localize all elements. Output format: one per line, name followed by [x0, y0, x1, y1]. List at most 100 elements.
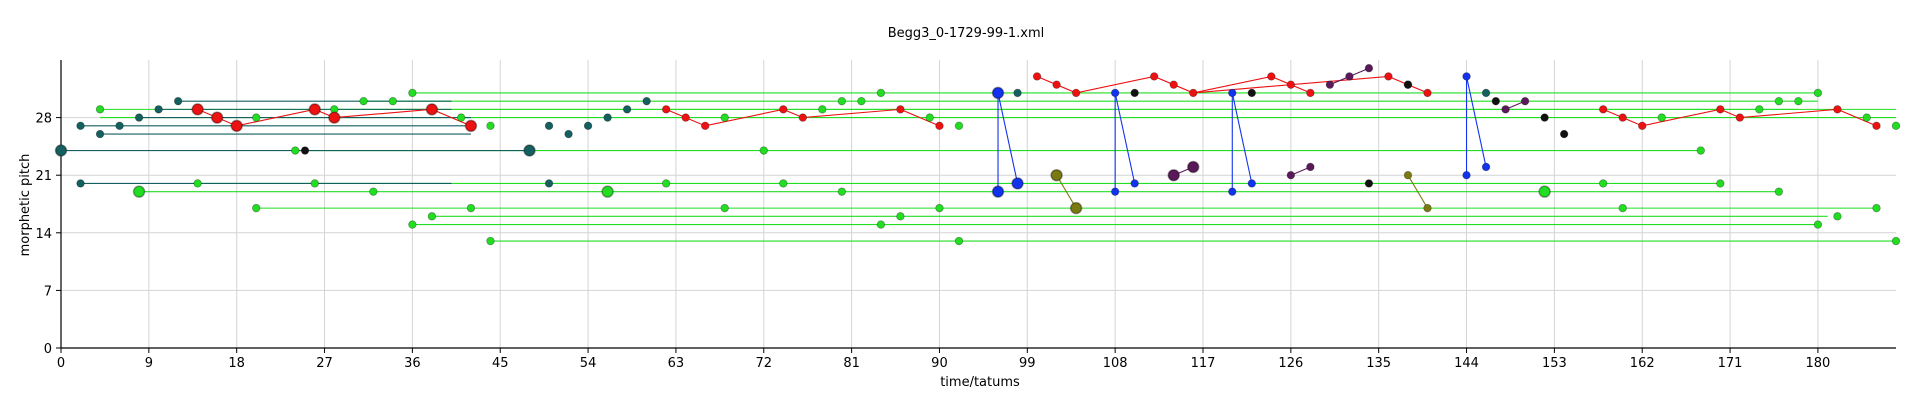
teal-point	[95, 129, 105, 139]
green-point	[759, 146, 768, 155]
red-point	[191, 103, 204, 116]
green-point	[837, 187, 847, 196]
y-tick-label: 28	[35, 112, 52, 127]
olive-series-line	[1407, 174, 1428, 209]
y-tick-label: 7	[44, 284, 52, 299]
purple-point	[1325, 80, 1335, 89]
teal-point	[76, 121, 85, 131]
y-tick-label: 0	[44, 342, 52, 357]
x-tick-label: 117	[1191, 356, 1216, 371]
green-point	[193, 179, 202, 188]
green-point	[720, 203, 729, 213]
green-point	[779, 179, 788, 188]
green-point	[486, 236, 495, 246]
green-point	[896, 212, 905, 221]
blue-series-line	[1114, 92, 1136, 184]
green-point	[925, 113, 934, 122]
green-point	[1862, 113, 1871, 122]
teal-point	[1481, 88, 1491, 98]
green-point	[1774, 96, 1784, 106]
x-tick-label: 180	[1806, 356, 1831, 371]
purple-point	[1345, 72, 1354, 81]
x-tick-label: 90	[931, 356, 948, 371]
x-tick-label: 9	[145, 356, 153, 371]
x-tick-label: 135	[1366, 356, 1391, 371]
black-point	[1247, 88, 1256, 98]
purple-point	[1501, 105, 1510, 114]
green-point	[1891, 236, 1901, 246]
green-point	[388, 96, 398, 106]
red-point	[1598, 105, 1608, 114]
blue-point	[1462, 170, 1471, 180]
purple-point	[1167, 168, 1180, 182]
x-tick-label: 63	[668, 356, 685, 371]
red-point	[1716, 105, 1725, 114]
green-point	[954, 236, 964, 246]
green-point	[1891, 121, 1901, 131]
green-point	[876, 88, 886, 98]
x-tick-label: 36	[404, 356, 421, 371]
green-point	[132, 185, 146, 198]
teal-point	[1013, 88, 1022, 98]
red-point	[661, 105, 671, 114]
green-point	[408, 88, 417, 98]
teal-point	[523, 144, 536, 157]
red-point	[308, 103, 322, 116]
green-point	[1716, 179, 1725, 188]
purple-point	[1364, 64, 1374, 73]
olive-point	[1403, 170, 1413, 180]
green-point	[1538, 185, 1551, 198]
red-point	[1071, 88, 1081, 98]
x-tick-label: 162	[1630, 356, 1655, 371]
axis-layer: 0 9 18 27 36 45 54 63 72 81 90 99 108 117 126 135 144 153…	[35, 60, 1896, 371]
green-point	[1774, 187, 1784, 196]
red-point	[935, 121, 944, 131]
purple-point	[1306, 162, 1315, 172]
green-point	[857, 96, 866, 106]
x-tick-label: 27	[316, 356, 333, 371]
teal-point	[642, 96, 651, 106]
x-tick-label: 81	[843, 356, 860, 371]
olive-point	[1423, 203, 1432, 213]
green-point	[1657, 113, 1666, 122]
blue-series-line	[997, 92, 1019, 184]
green-point	[291, 146, 300, 155]
green-point	[252, 113, 261, 122]
blue-point	[1011, 177, 1024, 190]
y-tick-label: 21	[35, 169, 52, 184]
green-point	[1598, 179, 1608, 188]
y-tick-label: 14	[35, 227, 52, 242]
series-points	[54, 64, 1901, 246]
x-tick-label: 72	[755, 356, 772, 371]
green-point	[1813, 88, 1823, 98]
teal-point	[544, 179, 554, 188]
blue-point	[1130, 179, 1139, 188]
olive-point	[1050, 168, 1063, 182]
green-point	[310, 179, 319, 188]
black-point	[1491, 96, 1501, 106]
teal-point	[622, 105, 632, 114]
red-point	[779, 105, 788, 114]
blue-point	[1228, 88, 1237, 98]
blue-point	[1110, 88, 1120, 98]
red-point	[425, 103, 439, 116]
green-point	[720, 113, 729, 122]
green-point	[456, 113, 466, 122]
green-point	[935, 203, 944, 213]
x-axis-label: time/tatums	[940, 375, 1020, 390]
purple-point	[1520, 96, 1530, 106]
grid-layer	[60, 60, 1896, 349]
x-tick-label: 171	[1718, 356, 1743, 371]
teal-point	[544, 121, 554, 131]
green-point	[1872, 203, 1881, 213]
green-point	[954, 121, 964, 131]
blue-point	[991, 86, 1005, 100]
teal-point	[134, 113, 144, 122]
green-point	[1755, 105, 1764, 114]
blue-point	[1462, 72, 1471, 81]
x-tick-label: 108	[1103, 356, 1128, 371]
x-tick-label: 153	[1542, 356, 1567, 371]
black-point	[300, 146, 310, 155]
blue-point	[991, 185, 1005, 198]
